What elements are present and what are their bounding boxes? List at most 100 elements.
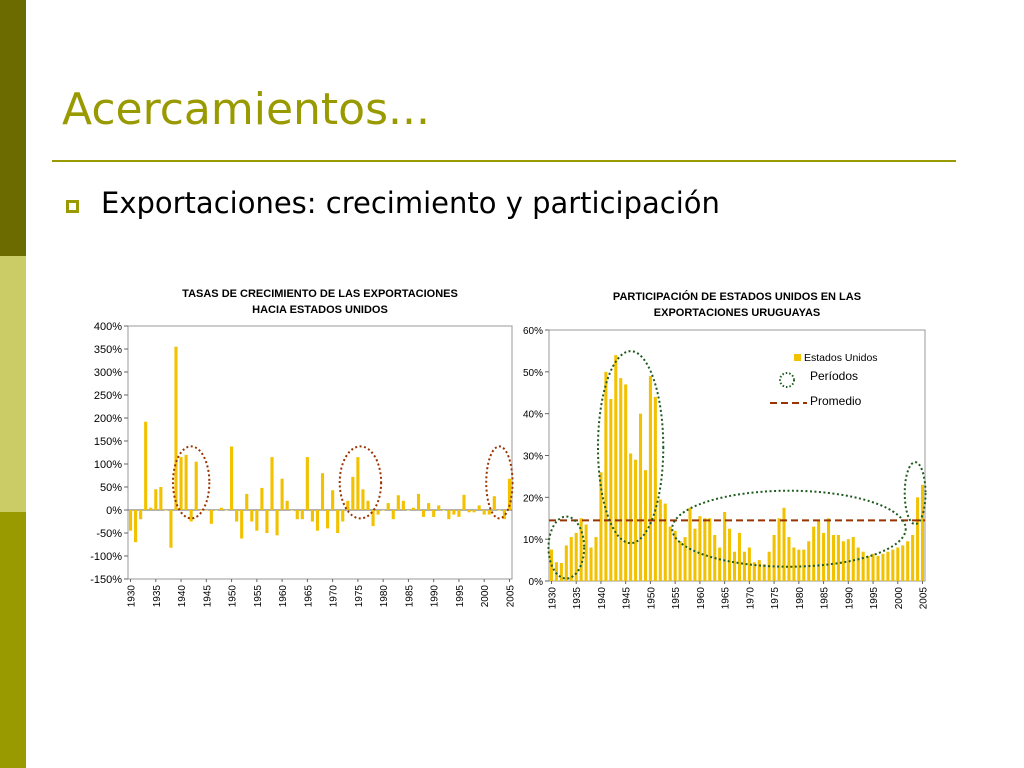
legend-swatch-bar	[794, 354, 801, 361]
bar	[381, 510, 385, 511]
bar	[881, 553, 885, 581]
bar	[574, 532, 578, 581]
bar	[275, 510, 279, 536]
bar	[467, 510, 471, 513]
bar	[411, 507, 416, 510]
slide-title: Acercamientos...	[62, 84, 430, 135]
bar	[336, 510, 340, 533]
bar	[861, 551, 865, 581]
bar	[255, 510, 259, 531]
growth-rate-chart: TASAS DE CRECIMIENTO DE LAS EXPORTACIONE…	[90, 288, 516, 608]
bar	[376, 510, 380, 515]
bar	[295, 510, 299, 520]
bar	[594, 537, 598, 581]
bar	[698, 516, 702, 581]
bar	[728, 528, 732, 581]
bar	[300, 510, 304, 520]
period-ellipse	[485, 445, 514, 520]
chart-title-line: HACIA ESTADOS UNIDOS	[252, 304, 388, 316]
bar	[619, 378, 623, 581]
bar	[787, 537, 791, 581]
y-tick-label: 10%	[523, 535, 543, 546]
bar	[447, 510, 451, 520]
legend-label: Promedio	[810, 394, 862, 408]
bar	[658, 499, 662, 581]
bar	[492, 496, 496, 510]
bar	[472, 510, 476, 513]
bar	[144, 421, 148, 510]
bar	[663, 503, 667, 581]
bar	[416, 493, 421, 510]
bar	[260, 487, 264, 510]
bar	[477, 505, 481, 510]
bar	[688, 507, 692, 581]
bar	[772, 534, 776, 581]
bar	[386, 503, 390, 510]
bar	[209, 510, 213, 524]
bar	[703, 518, 707, 581]
y-tick-label: 30%	[523, 452, 543, 463]
bar	[250, 510, 254, 522]
bar	[708, 518, 712, 581]
bar	[559, 563, 563, 581]
square-bullet-icon	[66, 200, 79, 213]
y-tick-label: 0%	[529, 577, 544, 588]
bar	[668, 526, 672, 581]
y-tick-label: 20%	[523, 493, 543, 504]
bar	[457, 510, 461, 517]
bar	[732, 551, 737, 581]
bar	[817, 520, 821, 581]
bar	[802, 549, 806, 581]
bar	[634, 459, 638, 581]
bar	[831, 534, 836, 581]
x-tick-label: 1980	[379, 585, 390, 608]
bar	[230, 446, 234, 510]
bullet-text: Exportaciones: crecimiento y participaci…	[101, 186, 720, 220]
bar	[891, 549, 895, 581]
bar	[826, 518, 831, 581]
bar	[782, 507, 786, 581]
bar	[896, 547, 900, 581]
bar	[579, 518, 583, 581]
x-tick-label: 1945	[622, 587, 633, 610]
bar	[777, 518, 781, 581]
bar	[149, 507, 153, 510]
x-tick-label: 1950	[228, 585, 239, 608]
x-tick-label: 1945	[202, 585, 213, 608]
x-tick-label: 1970	[329, 585, 340, 608]
x-tick-label: 2000	[894, 587, 905, 610]
bar	[876, 555, 880, 581]
bar	[718, 547, 722, 581]
y-tick-label: 40%	[523, 410, 543, 421]
bar	[331, 490, 335, 510]
bar	[812, 526, 816, 581]
bar	[797, 549, 801, 581]
y-tick-label: 50%	[523, 368, 543, 379]
bar	[683, 537, 687, 581]
x-tick-label: 1940	[597, 587, 608, 610]
bar	[139, 510, 143, 520]
bar	[169, 510, 173, 548]
bar	[841, 541, 845, 581]
share-chart: PARTICIPACIÓN DE ESTADOS UNIDOS EN LAS EX…	[523, 290, 930, 610]
bar	[361, 489, 365, 510]
y-tick-label: 60%	[523, 326, 543, 337]
bar	[462, 494, 466, 510]
bar	[866, 555, 870, 581]
bar	[159, 487, 163, 510]
bar	[341, 510, 345, 522]
bar	[194, 461, 198, 510]
bar	[356, 457, 360, 510]
bar	[245, 493, 249, 510]
side-band-light	[0, 256, 26, 512]
x-tick-label: 1975	[770, 587, 781, 610]
bar	[310, 510, 314, 522]
x-tick-label: 1930	[127, 585, 138, 608]
bar	[366, 500, 370, 510]
y-tick-label: 250%	[94, 390, 122, 402]
x-tick-label: 1955	[671, 587, 682, 610]
period-ellipse	[903, 461, 927, 526]
bar	[836, 534, 840, 581]
y-tick-label: 350%	[94, 344, 122, 356]
bar	[164, 510, 168, 511]
